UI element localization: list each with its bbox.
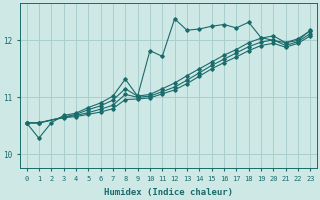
X-axis label: Humidex (Indice chaleur): Humidex (Indice chaleur)	[104, 188, 233, 197]
